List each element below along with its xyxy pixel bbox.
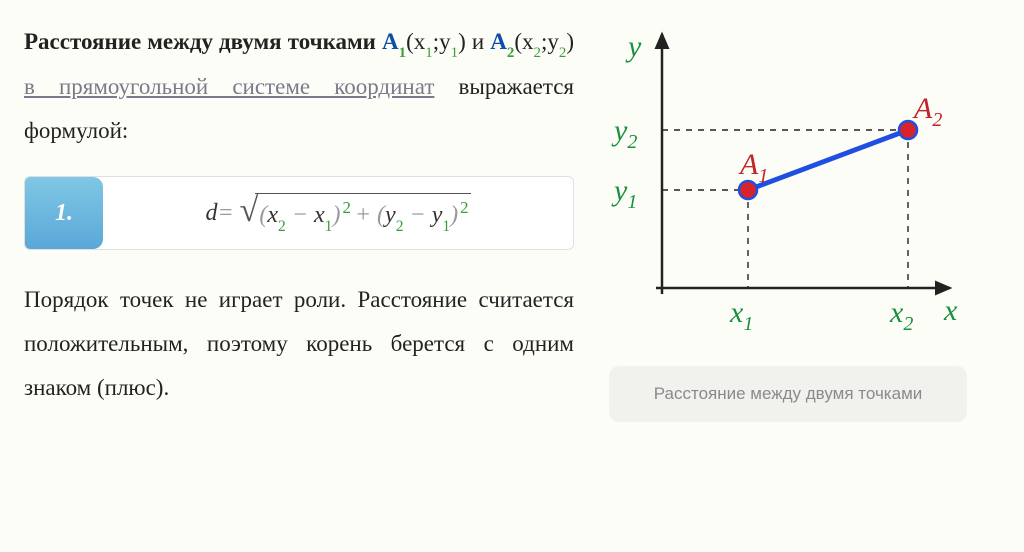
distance-formula: d = √ (x2 − x1)2 + (y2 − y1)2	[103, 193, 573, 233]
figure-column: yxy2y1x1x2A1A2 Расстояние между двумя то…	[598, 20, 978, 429]
paragraph-1: Расстояние между двумя точками A1(x1;y1)…	[24, 20, 574, 152]
formula-number: 1.	[25, 177, 103, 249]
paragraph-2: Порядок точек не играет роли. Расстояние…	[24, 278, 574, 409]
svg-text:y: y	[625, 30, 642, 63]
coord-system-link[interactable]: в прямоугольной системе координат	[24, 74, 434, 99]
point-a2-label: A2	[490, 29, 514, 54]
text-column: Расстояние между двумя точками A1(x1;y1)…	[24, 20, 574, 429]
a1-coords: (x1;y1)	[406, 29, 466, 54]
figure-caption: Расстояние между двумя точками	[609, 366, 967, 422]
svg-text:y2: y2	[611, 114, 637, 153]
svg-text:x1: x1	[729, 296, 753, 335]
title-text: Расстояние между двумя точками	[24, 29, 376, 54]
formula-box: 1. d = √ (x2 − x1)2 + (y2 − y1)2	[24, 176, 574, 250]
svg-text:x2: x2	[889, 296, 913, 335]
coordinate-chart: yxy2y1x1x2A1A2	[608, 20, 968, 340]
and-text: и	[466, 29, 490, 54]
a2-coords: (x2;y2)	[514, 29, 574, 54]
svg-text:x: x	[943, 294, 958, 327]
svg-text:y1: y1	[611, 174, 637, 213]
point-a1-label: A1	[382, 29, 406, 54]
